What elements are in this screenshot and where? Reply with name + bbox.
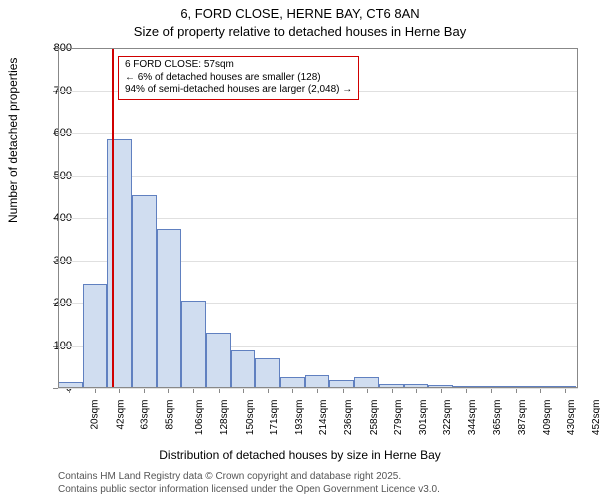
histogram-bar [379,384,404,388]
xtick-label: 236sqm [344,400,355,436]
gridline [58,388,578,389]
marker-line [112,48,114,388]
histogram-bar [181,301,206,388]
annotation-line3: 94% of semi-detached houses are larger (… [125,84,352,97]
x-axis-label: Distribution of detached houses by size … [0,448,600,462]
histogram-bar [354,377,379,388]
xtick-label: 301sqm [418,400,429,436]
xtick-label: 322sqm [442,400,453,436]
histogram-bar [280,377,305,388]
attribution-text: Contains HM Land Registry data © Crown c… [58,470,440,496]
histogram-bar [132,195,157,388]
annotation-line1: 6 FORD CLOSE: 57sqm [125,59,352,72]
xtick-label: 344sqm [467,400,478,436]
xtick-label: 63sqm [139,400,150,430]
xtick-label: 85sqm [165,400,176,430]
xtick-label: 258sqm [369,400,380,436]
chart-title-line1: 6, FORD CLOSE, HERNE BAY, CT6 8AN [0,6,600,21]
histogram-bar [58,382,83,388]
histogram-bar [157,229,182,388]
xtick-label: 279sqm [393,400,404,436]
annotation-line2: ← 6% of detached houses are smaller (128… [125,72,352,85]
annotation-box: 6 FORD CLOSE: 57sqm ← 6% of detached hou… [118,56,359,100]
histogram-bar [206,333,231,388]
xtick-label: 409sqm [542,400,553,436]
histogram-bar [305,375,330,388]
chart-title-line2: Size of property relative to detached ho… [0,24,600,39]
xtick-label: 365sqm [492,400,503,436]
histogram-bar [404,384,429,388]
xtick-label: 20sqm [90,400,101,430]
histogram-bar [428,385,453,388]
gridline [58,133,578,134]
chart-container: 6, FORD CLOSE, HERNE BAY, CT6 8AN Size o… [0,0,600,500]
xtick-label: 452sqm [591,400,600,436]
histogram-bar [231,350,256,388]
histogram-bar [453,386,478,388]
xtick-label: 128sqm [220,400,231,436]
attribution-line2: Contains public sector information licen… [58,483,440,496]
histogram-bar [527,386,552,388]
xtick-label: 430sqm [566,400,577,436]
histogram-bar [255,358,280,388]
y-axis-label: Number of detached properties [6,58,20,223]
histogram-bar [552,386,577,388]
gridline [58,176,578,177]
histogram-bar [83,284,108,388]
gridline [58,48,578,49]
xtick-label: 387sqm [517,400,528,436]
histogram-bar [502,386,527,388]
xtick-label: 193sqm [294,400,305,436]
xtick-label: 150sqm [245,400,256,436]
plot-area: 6 FORD CLOSE: 57sqm ← 6% of detached hou… [58,48,578,388]
xtick-label: 214sqm [318,400,329,436]
histogram-bar [329,380,354,389]
histogram-bar [478,386,503,388]
xtick-label: 171sqm [269,400,280,436]
xtick-label: 42sqm [115,400,126,430]
xtick-label: 106sqm [194,400,205,436]
attribution-line1: Contains HM Land Registry data © Crown c… [58,470,440,483]
